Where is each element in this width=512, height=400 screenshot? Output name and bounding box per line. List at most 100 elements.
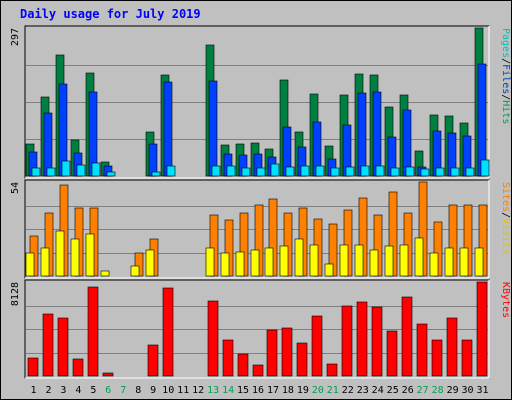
bar-kbytes-kbytes-day-24 <box>371 306 383 377</box>
bar-hits-pages-day-26 <box>405 166 415 177</box>
x-tick-label-day-13: 13 <box>207 385 219 396</box>
bar-visits-sites-day-4 <box>70 238 80 277</box>
bar-visits-sites-day-26 <box>399 244 409 277</box>
bar-hits-pages-day-14 <box>226 165 236 177</box>
bar-kbytes-kbytes-day-19 <box>296 342 308 377</box>
x-tick-label-day-31: 31 <box>476 385 488 396</box>
bar-visits-sites-day-23 <box>354 244 364 277</box>
bar-hits-pages-day-5 <box>91 162 101 177</box>
bar-kbytes-kbytes-day-15 <box>237 353 249 377</box>
bar-visits-sites-day-14 <box>220 252 230 277</box>
bar-hits-pages-day-23 <box>360 165 370 177</box>
bar-hits-pages-day-24 <box>375 165 385 177</box>
x-tick-label-day-9: 9 <box>150 385 156 396</box>
x-tick-label-day-4: 4 <box>75 385 81 396</box>
bar-kbytes-kbytes-day-22 <box>341 305 353 377</box>
bar-visits-sites-day-31 <box>474 247 484 277</box>
bar-hits-files-day-24 <box>372 91 382 177</box>
x-tick-label-day-22: 22 <box>342 385 354 396</box>
x-tick-label-day-29: 29 <box>447 385 459 396</box>
bar-hits-pages-day-15 <box>241 167 251 177</box>
bar-visits-sites-day-22 <box>339 244 349 277</box>
bar-visits-sites-day-5 <box>85 233 95 277</box>
bar-visits-sites-day-25 <box>384 245 394 277</box>
bar-kbytes-kbytes-day-27 <box>416 323 428 377</box>
x-tick-label-day-17: 17 <box>267 385 279 396</box>
bar-visits-sites-day-3 <box>55 230 65 277</box>
bar-kbytes-kbytes-day-18 <box>281 327 293 377</box>
bar-hits-files-day-13 <box>208 80 218 177</box>
panel-legend-kbytes: KBytes <box>500 282 511 318</box>
bar-hits-pages-day-9 <box>151 171 161 177</box>
x-tick-label-day-26: 26 <box>402 385 414 396</box>
bar-visits-sites-day-24 <box>369 249 379 277</box>
bar-kbytes-kbytes-day-14 <box>222 339 234 377</box>
bar-hits-pages-day-3 <box>61 160 71 177</box>
bar-hits-pages-day-29 <box>450 167 460 177</box>
bar-visits-sites-day-16 <box>250 249 260 277</box>
bar-hits-pages-day-22 <box>345 166 355 177</box>
x-tick-label-day-21: 21 <box>327 385 339 396</box>
legend-separator: / <box>500 94 511 100</box>
panel-max-label-visits: 54 <box>10 182 21 194</box>
bar-kbytes-kbytes-day-1 <box>27 357 39 377</box>
x-tick-label-day-5: 5 <box>90 385 96 396</box>
bar-hits-files-day-10 <box>163 81 173 177</box>
x-tick-label-day-18: 18 <box>282 385 294 396</box>
bar-kbytes-kbytes-day-25 <box>386 330 398 377</box>
bar-kbytes-kbytes-day-5 <box>87 286 99 377</box>
bar-hits-pages-day-1 <box>31 167 41 177</box>
x-tick-label-day-11: 11 <box>177 385 189 396</box>
bar-kbytes-kbytes-day-9 <box>147 344 159 377</box>
x-tick-label-day-6: 6 <box>105 385 111 396</box>
x-tick-label-day-16: 16 <box>252 385 264 396</box>
x-tick-label-day-10: 10 <box>162 385 174 396</box>
bar-kbytes-kbytes-day-2 <box>42 313 54 377</box>
bar-kbytes-kbytes-day-29 <box>446 317 458 377</box>
x-tick-label-day-2: 2 <box>45 385 51 396</box>
bar-visits-sites-day-17 <box>264 247 274 277</box>
legend-entry: Sites <box>500 182 511 212</box>
bar-kbytes-kbytes-day-31 <box>476 281 488 377</box>
bar-visits-sites-day-29 <box>444 247 454 277</box>
bar-visits-sites-day-28 <box>429 252 439 277</box>
legend-entry: Files <box>500 64 511 94</box>
x-tick-label-day-12: 12 <box>192 385 204 396</box>
x-axis-labels: 1 2 3 4 5 6 7 8 9 10 11 12 13 14 15 16 17 18 19 20 21 22 23 24 2… <box>30 385 488 396</box>
bar-kbytes-kbytes-day-17 <box>266 329 278 377</box>
bar-visits-sites-day-19 <box>294 238 304 277</box>
bar-hits-pages-day-17 <box>270 163 280 177</box>
bar-hits-pages-day-21 <box>330 167 340 177</box>
bar-hits-pages-day-27 <box>420 168 430 177</box>
bar-kbytes-kbytes-day-16 <box>252 364 264 377</box>
panel-legend-hits: Pages/Files/Hits <box>500 28 511 124</box>
bar-kbytes-kbytes-day-26 <box>401 296 413 377</box>
bar-visits-sites-day-13 <box>205 247 215 277</box>
x-tick-label-day-8: 8 <box>135 385 141 396</box>
bar-visits-sites-day-8 <box>130 265 140 277</box>
bar-kbytes-kbytes-day-30 <box>461 339 473 377</box>
bar-hits-pages-day-25 <box>390 167 400 177</box>
bar-hits-pages-day-10 <box>166 165 176 177</box>
x-tick-label-day-1: 1 <box>30 385 36 396</box>
x-tick-label-day-15: 15 <box>237 385 249 396</box>
bar-hits-files-day-9 <box>148 143 158 177</box>
panel-kbytes: 8128 KBytes <box>10 279 511 379</box>
x-tick-label-day-30: 30 <box>461 385 473 396</box>
bar-hits-pages-day-19 <box>300 165 310 177</box>
panel-visits: 54 Sites/Visits <box>10 179 511 279</box>
chart-title: Daily usage for July 2019 <box>20 7 201 21</box>
x-tick-label-day-20: 20 <box>312 385 324 396</box>
bar-visits-sites-day-9 <box>145 249 155 277</box>
bar-hits-pages-day-18 <box>285 166 295 177</box>
bar-kbytes-kbytes-day-10 <box>162 287 174 377</box>
legend-entry: Pages <box>500 28 511 58</box>
bar-hits-pages-day-31 <box>480 159 490 177</box>
bar-kbytes-kbytes-day-23 <box>356 301 368 377</box>
bar-hits-pages-day-2 <box>46 167 56 177</box>
bar-kbytes-kbytes-day-3 <box>57 317 69 377</box>
bar-hits-pages-day-16 <box>256 167 266 177</box>
bar-visits-sites-day-6 <box>100 270 110 277</box>
